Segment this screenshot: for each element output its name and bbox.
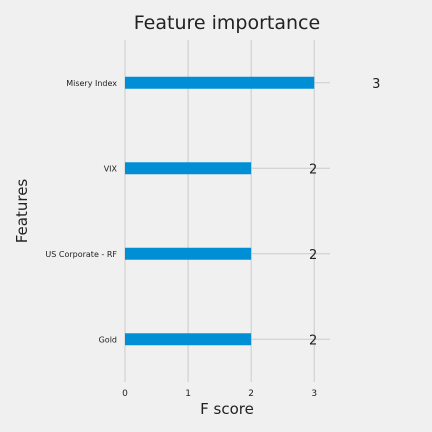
y-tick-label: US Corporate - RF	[45, 250, 117, 259]
bars	[125, 76, 315, 346]
data-label: 3	[372, 77, 380, 92]
bar	[125, 76, 315, 89]
y-tick-labels: Misery Index VIX US Corporate - RF Gold	[45, 79, 117, 345]
chart-title: Feature importance	[134, 12, 320, 34]
x-tick-label: 3	[311, 389, 317, 399]
x-tick-label: 0	[122, 389, 128, 399]
y-tick-label: Gold	[99, 335, 117, 344]
data-label: 2	[309, 333, 317, 348]
x-axis-label: F score	[200, 400, 254, 418]
y-axis-label: Features	[13, 179, 31, 244]
y-tick-label: VIX	[104, 164, 118, 173]
bar	[125, 247, 252, 260]
y-tick-label: Misery Index	[66, 79, 117, 88]
x-tick-label: 1	[185, 389, 191, 399]
bar	[125, 162, 252, 175]
data-labels: 3 2 2 2	[309, 77, 380, 349]
x-tick-label: 2	[248, 389, 254, 399]
x-tick-labels: 0 1 2 3	[122, 389, 317, 399]
data-label: 2	[309, 162, 317, 177]
bar	[125, 333, 252, 346]
data-label: 2	[309, 248, 317, 263]
